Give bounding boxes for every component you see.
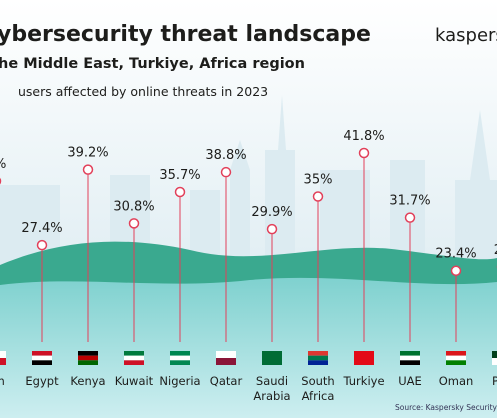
value-label: 4% [0,157,6,172]
value-label: 29.9% [251,205,292,220]
flag [32,355,52,361]
value-label: 24 [494,243,497,258]
dot [312,191,324,202]
flag [216,351,236,358]
category-label-line: South [301,374,334,388]
flag [170,351,190,356]
category-label: Kenya [70,374,105,388]
value-label: 35.7% [159,168,200,183]
brand: kaspers [435,25,497,46]
category-label: Egypt [25,374,59,388]
flag [400,360,420,365]
dot [0,177,2,185]
value-label: 41.8% [343,129,384,144]
flag [32,351,52,356]
value-label: 38.8% [205,148,246,163]
category-label: Turkiye [342,374,384,388]
flag [308,355,328,361]
dot [220,166,232,178]
flag [124,355,144,361]
flag [78,351,98,356]
flag [354,358,374,365]
flag [492,351,497,358]
flag [0,351,6,358]
dot [404,212,416,223]
flag [78,360,98,365]
flag [400,351,420,356]
dot [36,239,48,251]
flag [354,351,374,358]
flag [446,355,466,361]
value-label: 31.7% [389,194,430,209]
category-label: ain [0,374,5,388]
flag [216,358,236,365]
flag [262,358,282,365]
flag [170,355,190,361]
subtitle: he Middle East, Turkiye, Africa region [0,56,305,72]
flag [446,351,466,356]
flag [170,360,190,365]
flag [124,360,144,365]
dot [82,164,94,175]
category-label-line: Saudi [256,374,288,388]
category-label: Saudi Arabia [253,374,290,403]
category-label: Pak [492,374,497,388]
category-label: South Africa [301,374,334,403]
value-label: 39.2% [67,146,108,161]
title: ybersecurity threat landscape [0,22,371,47]
source: Source: Kaspersky Security [395,403,497,412]
value-label: 30.8% [113,199,154,214]
flag [308,360,328,365]
category-label: UAE [398,374,422,388]
dot [358,147,370,159]
dot [450,265,462,276]
flag [78,355,98,361]
category-label-line: Arabia [253,389,290,403]
category-label-line: Africa [302,389,335,403]
category-label: Kuwait [115,374,154,388]
dot [128,218,140,229]
flag [32,360,52,365]
dot [174,186,186,198]
value-label: 27.4% [21,221,62,236]
flag [308,351,328,356]
flag [400,355,420,361]
flag [446,360,466,365]
dot [266,223,278,235]
value-label: 23.4% [435,247,476,262]
flag [0,358,6,365]
sea [0,277,497,418]
flag [262,351,282,358]
category-label: Qatar [210,374,243,388]
category-label: Nigeria [159,374,200,388]
value-label: 35% [304,173,333,188]
caption: users affected by online threats in 2023 [18,84,268,99]
flag [124,351,144,356]
category-label: Oman [439,374,474,388]
flag [492,358,497,365]
skyline [0,95,497,270]
